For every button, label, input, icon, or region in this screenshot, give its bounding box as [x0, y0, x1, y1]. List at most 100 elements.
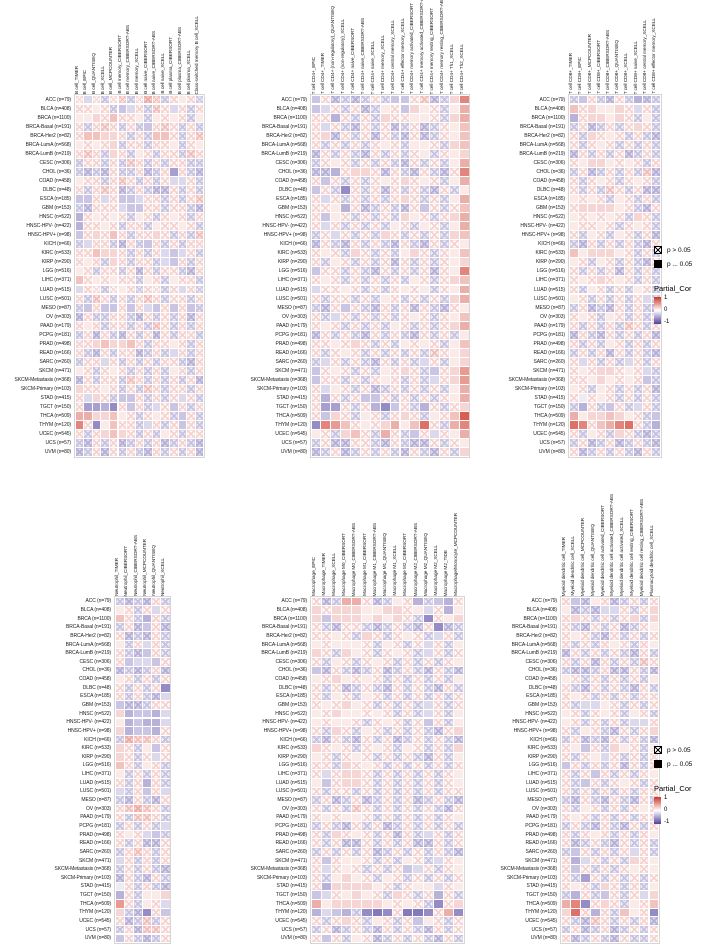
row-label: TGCT (n=150) — [525, 892, 557, 899]
heatmap-cell — [115, 787, 124, 796]
heatmap-cell — [92, 95, 101, 104]
heatmap-cell — [143, 908, 152, 917]
heatmap-cell — [187, 131, 195, 140]
heatmap-cell — [75, 267, 84, 276]
heatmap-cell — [600, 830, 610, 839]
heatmap-cell — [135, 131, 144, 140]
heatmap-cell — [341, 439, 351, 448]
heatmap-cell — [581, 908, 590, 917]
heatmap-row — [115, 701, 170, 710]
heatmap-cell — [382, 899, 392, 908]
heatmap-cell — [624, 321, 633, 330]
heatmap-cell — [362, 597, 372, 606]
heatmap-cell — [410, 348, 420, 357]
heatmap-cell — [331, 822, 342, 830]
heatmap-cell — [361, 430, 370, 439]
heatmap-cell — [624, 267, 633, 276]
heatmap-row — [561, 787, 659, 796]
heatmap-cell — [101, 430, 109, 439]
heatmap-cell — [649, 830, 659, 839]
heatmap-cell — [380, 276, 390, 285]
heatmap-cell — [342, 839, 352, 848]
heatmap-cell — [361, 303, 370, 312]
heatmap-cell — [630, 753, 639, 761]
heatmap-cell — [430, 267, 440, 276]
heatmap-cell — [133, 770, 143, 778]
heatmap-cell — [133, 614, 143, 623]
heatmap-cell — [187, 240, 195, 249]
heatmap-cell — [430, 231, 440, 240]
heatmap-cell — [362, 727, 372, 735]
heatmap-cell — [606, 213, 615, 222]
heatmap-cell — [450, 158, 459, 167]
heatmap-cell — [620, 692, 629, 701]
heatmap-cell — [390, 403, 400, 412]
heatmap-cell — [390, 348, 400, 357]
heatmap-cell — [331, 366, 341, 375]
heatmap-cell — [351, 213, 360, 222]
heatmap-cell — [561, 813, 571, 822]
heatmap-cell — [597, 213, 606, 222]
heatmap-cell — [341, 122, 351, 131]
heatmap-cell — [390, 267, 400, 276]
row-label: SKCM (n=471) — [78, 857, 111, 864]
heatmap-cell — [587, 321, 597, 330]
heatmap-cell — [135, 330, 144, 339]
heatmap-row — [311, 122, 469, 131]
heatmap-row — [561, 882, 659, 891]
heatmap-cell — [423, 899, 433, 908]
heatmap-cell — [92, 104, 101, 113]
heatmap-row — [115, 917, 170, 926]
heatmap-cell — [92, 276, 101, 285]
heatmap-cell — [450, 321, 459, 330]
heatmap-cell — [331, 195, 341, 203]
heatmap-cell — [351, 321, 360, 330]
heatmap-cell — [615, 303, 624, 312]
heatmap-cell — [124, 925, 133, 934]
heatmap-row — [311, 385, 469, 394]
heatmap-cell — [115, 779, 124, 787]
heatmap-cell — [161, 122, 169, 131]
row-label: COAD (n=458) — [78, 676, 111, 683]
heatmap-cell — [454, 701, 464, 709]
heatmap-cell — [187, 213, 195, 222]
heatmap-cell — [178, 439, 187, 448]
heatmap-cell — [633, 122, 642, 131]
heatmap-row — [115, 657, 170, 666]
heatmap-cell — [610, 779, 620, 787]
heatmap-cell — [161, 614, 170, 623]
heatmap-cell — [370, 249, 380, 258]
heatmap-cell — [633, 231, 642, 240]
heatmap-cell — [178, 95, 187, 104]
heatmap-cell — [92, 357, 101, 366]
heatmap-cell — [587, 186, 597, 194]
heatmap-cell — [633, 195, 642, 203]
heatmap-cell — [615, 339, 624, 348]
heatmap-cell — [321, 632, 331, 640]
heatmap-cell — [135, 222, 144, 231]
heatmap-cell — [630, 830, 639, 839]
heatmap-cell — [75, 231, 84, 240]
heatmap-cell — [118, 439, 127, 448]
row-label: LGG (n=516) — [42, 268, 71, 275]
heatmap-cell — [109, 303, 118, 312]
heatmap-cell — [581, 822, 590, 830]
heatmap-cell — [135, 303, 144, 312]
heatmap-cell — [152, 394, 161, 403]
heatmap-cell — [643, 167, 652, 176]
heatmap-cell — [161, 394, 169, 403]
heatmap-cell — [606, 167, 615, 176]
heatmap-cell — [606, 394, 615, 403]
heatmap-cell — [403, 856, 413, 865]
heatmap-cell — [454, 891, 464, 899]
heatmap-cell — [403, 761, 413, 770]
row-label: BRCA-Basal (n=191) — [65, 624, 111, 631]
heatmap-cell — [400, 285, 410, 294]
heatmap-cell — [311, 692, 321, 701]
heatmap-cell — [161, 158, 169, 167]
heatmap-cell — [600, 666, 610, 675]
heatmap-cell — [75, 122, 84, 131]
heatmap-cell — [321, 718, 331, 727]
heatmap-cell — [649, 597, 659, 606]
column-header-label: B cell plasma_CIBERSORT-ABS — [178, 26, 184, 94]
